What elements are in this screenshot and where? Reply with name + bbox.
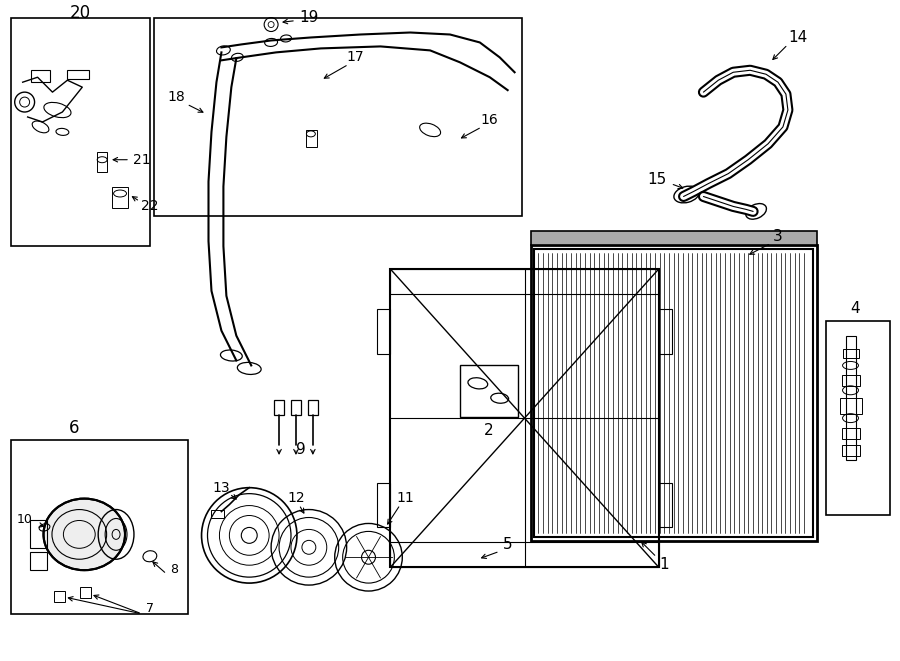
Text: 1: 1 (659, 557, 669, 572)
Bar (212, 510, 224, 518)
Bar (842, 375, 860, 386)
Bar (308, 400, 318, 415)
Bar (30, 520, 48, 549)
Text: 7: 7 (146, 602, 154, 615)
Text: 18: 18 (167, 90, 185, 104)
Bar (291, 400, 301, 415)
Bar (530, 245, 816, 541)
Bar (274, 400, 284, 415)
Bar (659, 483, 671, 527)
Bar (377, 309, 391, 354)
Bar (11, 440, 187, 614)
Bar (30, 553, 48, 570)
Bar (306, 130, 317, 147)
Text: 9: 9 (296, 442, 306, 457)
Bar (530, 231, 816, 245)
Text: 14: 14 (788, 30, 807, 45)
Bar (840, 398, 862, 414)
Bar (391, 542, 659, 567)
Bar (112, 186, 128, 208)
Ellipse shape (43, 498, 125, 570)
Bar (68, 70, 89, 79)
Bar (842, 348, 860, 358)
Text: 3: 3 (773, 229, 783, 244)
Bar (11, 18, 150, 246)
Bar (31, 70, 50, 82)
Bar (377, 483, 391, 527)
Text: 12: 12 (287, 490, 305, 504)
Text: 13: 13 (212, 481, 230, 494)
Bar (842, 428, 860, 439)
Text: 19: 19 (299, 10, 319, 25)
Text: 10: 10 (17, 513, 32, 526)
Bar (154, 18, 522, 216)
Bar (55, 591, 66, 602)
Text: 2: 2 (484, 422, 493, 438)
Text: 5: 5 (503, 537, 512, 552)
Text: 11: 11 (396, 490, 414, 504)
Bar (391, 269, 659, 567)
Text: 8: 8 (170, 563, 177, 576)
Bar (845, 336, 857, 460)
Bar (535, 249, 813, 537)
Text: 6: 6 (69, 419, 79, 437)
Bar (825, 321, 890, 514)
Text: 16: 16 (481, 113, 499, 127)
Text: 17: 17 (346, 50, 364, 64)
Bar (97, 152, 107, 172)
Text: 21: 21 (133, 153, 150, 167)
Bar (460, 366, 518, 417)
Text: 4: 4 (850, 301, 860, 317)
Bar (80, 587, 91, 598)
Text: 22: 22 (141, 200, 158, 214)
Bar (659, 309, 671, 354)
Bar (842, 445, 860, 456)
Text: 20: 20 (69, 3, 91, 22)
Text: 15: 15 (647, 172, 666, 187)
Bar (391, 269, 659, 294)
